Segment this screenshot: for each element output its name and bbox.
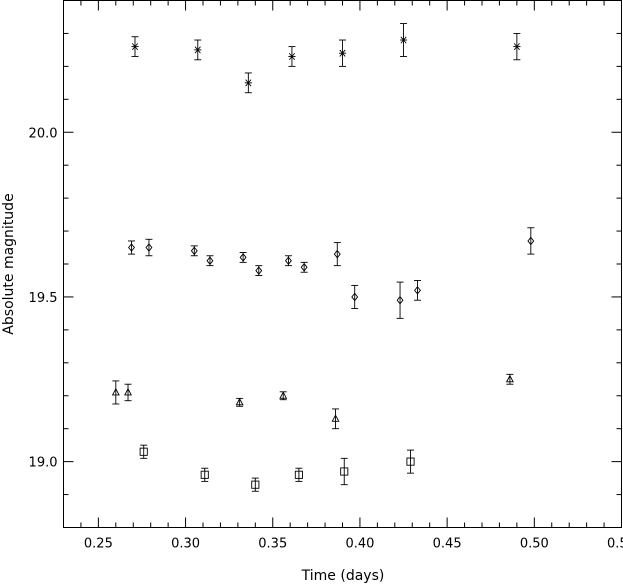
square-point <box>294 470 303 479</box>
x-tick-label: 0.45 <box>433 537 462 552</box>
diamond-point <box>300 262 308 272</box>
asterisk-point <box>513 43 521 51</box>
x-tick-label: 0.40 <box>345 537 374 552</box>
square-point <box>200 470 209 479</box>
x-tick-labels: 0.25 0.30 0.35 0.40 0.45 0.50 0.55 <box>84 537 623 552</box>
triangle-point <box>279 391 288 399</box>
x-tick-label: 0.35 <box>258 537 287 552</box>
y-tick-label: 20.0 <box>29 126 58 141</box>
diamond-point <box>396 295 404 305</box>
diamond-point <box>190 246 198 256</box>
diamond-point <box>284 256 292 266</box>
triangle-point <box>331 414 340 422</box>
triangle-point <box>505 374 514 383</box>
asterisk-point <box>194 46 202 54</box>
square-point <box>251 480 260 489</box>
y-tick-labels: 19.0 19.5 20.0 <box>29 126 58 470</box>
x-axis-label: Time (days) <box>301 568 385 584</box>
asterisk-stroke <box>288 52 295 61</box>
square-point <box>406 457 415 466</box>
diamond-point <box>239 253 247 262</box>
asterisk-point <box>399 36 408 44</box>
square-point <box>340 467 349 476</box>
asterisk-stroke <box>513 43 520 51</box>
asterisk-point <box>338 49 347 57</box>
axis-ticks <box>63 0 622 528</box>
asterisk-point <box>131 43 139 51</box>
x-tick-label: 0.25 <box>84 537 113 552</box>
square-point <box>139 447 148 456</box>
triangle-point <box>235 397 244 406</box>
diamond-point <box>527 236 535 246</box>
asterisk-stroke <box>245 79 252 87</box>
diamond-point <box>333 249 341 259</box>
y-tick-label: 19.5 <box>29 291 58 306</box>
y-tick-label: 19.0 <box>29 456 58 471</box>
data-marks <box>111 23 535 492</box>
asterisk-stroke <box>400 36 407 44</box>
asterisk-stroke <box>194 46 201 54</box>
x-tick-label: 0.55 <box>607 537 623 552</box>
diamond-point <box>414 286 421 295</box>
triangle-point <box>111 387 120 396</box>
diamond-point <box>351 292 359 302</box>
diamond-point <box>128 243 135 252</box>
x-tick-label: 0.30 <box>171 537 200 552</box>
diamond-point <box>255 266 263 275</box>
asterisk-stroke <box>131 43 139 51</box>
diamond-point <box>145 243 153 252</box>
asterisk-point <box>244 79 252 87</box>
x-tick-label: 0.50 <box>520 537 549 552</box>
asterisk-point <box>288 52 296 61</box>
triangle-point <box>124 387 133 396</box>
asterisk-stroke <box>339 49 346 57</box>
diamond-point <box>206 256 214 266</box>
y-axis-label: Absolute magnitude <box>1 193 17 334</box>
